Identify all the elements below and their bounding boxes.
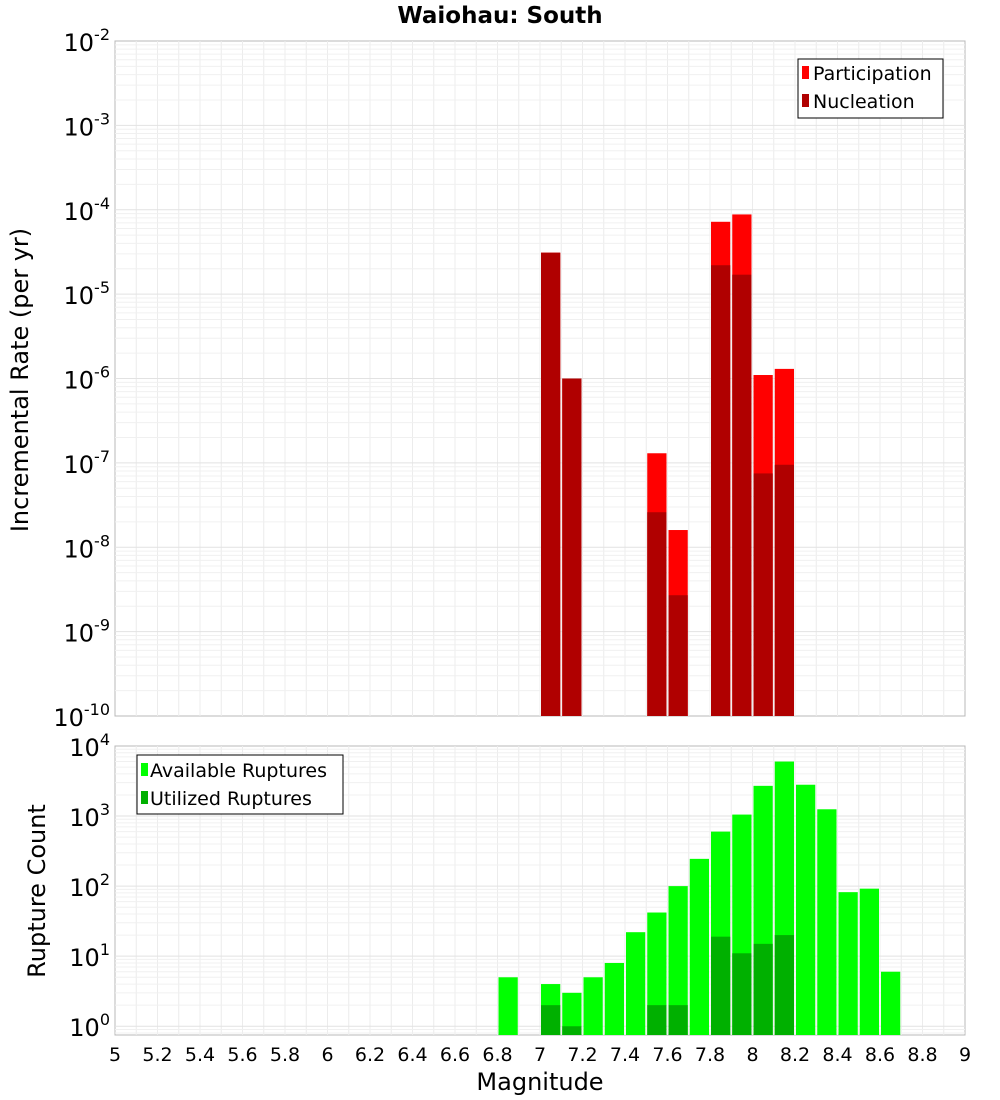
available-ruptures-bar — [647, 912, 667, 1035]
x-tick-label: 5.4 — [185, 1044, 215, 1066]
participation-legend-label: Participation — [813, 63, 932, 85]
x-tick-label: 8.8 — [907, 1044, 937, 1066]
available-ruptures-bar — [583, 977, 603, 1035]
count-legend-box — [136, 754, 344, 815]
y-tick-label: 10-2 — [64, 25, 111, 57]
x-tick-label: 7.8 — [695, 1044, 725, 1066]
x-tick-label: 6.4 — [397, 1044, 427, 1066]
x-tick-label: 6.2 — [355, 1044, 385, 1066]
x-tick-label: 8 — [746, 1044, 758, 1066]
rate-legend: Participation Nucleation — [797, 58, 944, 119]
utilized-ruptures-bar — [541, 1005, 561, 1035]
y-tick-label: 10-10 — [53, 700, 110, 732]
utilized-ruptures-bar — [753, 943, 773, 1035]
available-ruptures-bar — [498, 977, 518, 1035]
available-ruptures-bar — [838, 892, 858, 1035]
utilized-ruptures-bar — [711, 936, 731, 1035]
available-ruptures-bar — [689, 858, 709, 1035]
utilized-ruptures-bar — [647, 1005, 667, 1035]
nucleation-bar — [562, 378, 582, 716]
utilized-legend-swatch — [141, 791, 148, 804]
available-legend-swatch — [141, 763, 148, 776]
x-tick-label: 5.8 — [270, 1044, 300, 1066]
count-legend: Available Ruptures Utilized Ruptures — [136, 754, 344, 815]
y-tick-label: 10-6 — [64, 363, 111, 395]
y-tick-label: 10-5 — [64, 278, 111, 310]
x-tick-label: 7.4 — [610, 1044, 640, 1066]
utilized-ruptures-bar — [774, 935, 794, 1035]
available-ruptures-bar — [859, 888, 879, 1035]
rate-grid — [115, 41, 965, 716]
rate-legend-box — [797, 58, 944, 119]
rate-y-axis-label: Incremental Rate (per yr) — [6, 228, 34, 532]
x-tick-label: 8.4 — [822, 1044, 852, 1066]
available-ruptures-bar — [668, 886, 688, 1035]
y-tick-label: 102 — [69, 870, 110, 902]
y-tick-label: 10-4 — [64, 194, 111, 226]
y-tick-label: 103 — [69, 800, 110, 832]
y-tick-label: 10-8 — [64, 531, 111, 563]
nucleation-bar — [711, 265, 731, 716]
rate-y-tick-labels: 10-10 10-9 10-8 10-7 10-6 10-5 10-4 10-3 10-2 — [53, 25, 110, 732]
y-tick-label: 10-7 — [64, 447, 111, 479]
y-tick-label: 10-3 — [64, 109, 111, 141]
utilized-legend-label: Utilized Ruptures — [150, 788, 312, 810]
utilized-ruptures-bar — [668, 1005, 688, 1035]
available-ruptures-bar — [881, 971, 901, 1035]
utilized-ruptures-bar — [732, 953, 752, 1035]
nucleation-legend-label: Nucleation — [813, 91, 915, 113]
available-ruptures-bar — [817, 809, 837, 1035]
available-legend-label: Available Ruptures — [150, 760, 327, 782]
x-tick-label: 9 — [959, 1044, 971, 1066]
x-tick-label: 6.8 — [482, 1044, 512, 1066]
count-y-tick-labels: 100 101 102 103 104 — [69, 730, 110, 1042]
chart-title: Waiohau: South — [397, 3, 602, 29]
nucleation-bar — [732, 274, 752, 716]
y-tick-label: 100 — [69, 1010, 110, 1042]
nucleation-bar — [647, 512, 667, 716]
nucleation-bar — [753, 473, 773, 716]
x-tick-label: 7.6 — [652, 1044, 682, 1066]
x-tick-label: 8.6 — [865, 1044, 895, 1066]
available-ruptures-bar — [626, 932, 646, 1035]
available-ruptures-bar — [562, 992, 582, 1035]
x-tick-label: 5.6 — [227, 1044, 257, 1066]
participation-legend-swatch — [802, 66, 809, 79]
x-tick-label: 7 — [534, 1044, 546, 1066]
x-tick-label: 5 — [109, 1044, 121, 1066]
available-ruptures-bar — [604, 962, 624, 1035]
nucleation-bar — [668, 595, 688, 716]
x-tick-label: 5.2 — [142, 1044, 172, 1066]
x-tick-label: 7.2 — [567, 1044, 597, 1066]
count-bars — [498, 761, 901, 1035]
x-tick-label: 8.2 — [780, 1044, 810, 1066]
x-axis-label: Magnitude — [476, 1068, 603, 1096]
utilized-ruptures-bar — [562, 1026, 582, 1035]
y-tick-label: 10-9 — [64, 616, 111, 648]
nucleation-bar — [541, 252, 561, 716]
x-tick-label: 6 — [321, 1044, 333, 1066]
count-y-axis-label: Rupture Count — [23, 804, 51, 978]
available-ruptures-bar — [796, 784, 816, 1035]
nucleation-legend-swatch — [802, 94, 809, 107]
y-tick-label: 101 — [69, 940, 110, 972]
rate-bars — [541, 214, 794, 717]
x-tick-label: 6.6 — [440, 1044, 470, 1066]
magnitude-x-tick-labels: 5 5.2 5.4 5.6 5.8 6 6.2 6.4 6.6 6.8 7 7.2 7.4 7.6 7.8 8… — [109, 1044, 971, 1066]
y-tick-label: 104 — [69, 730, 110, 762]
nucleation-bar — [774, 464, 794, 716]
rate-panel: 10-10 10-9 10-8 10-7 10-6 10-5 10-4 10-3 10-2 In… — [6, 25, 966, 732]
count-panel: 100 101 102 103 104 5 5.2 5.4 5.6 5.8 6 6.2 6.4 6.6 6… — [23, 730, 971, 1096]
